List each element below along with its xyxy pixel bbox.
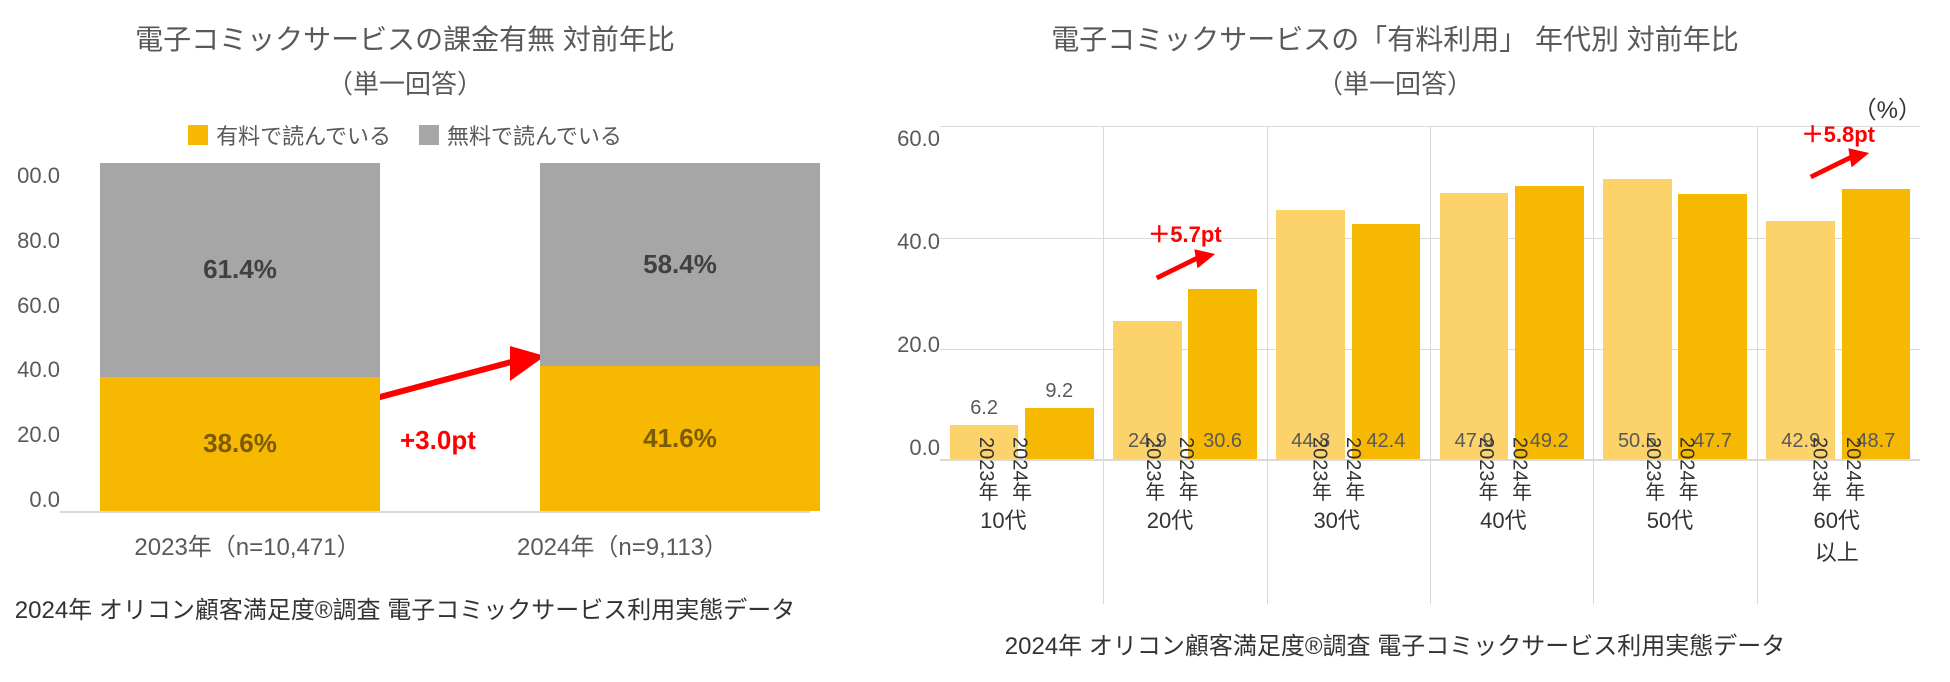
bar-group: 24.930.6＋5.7pt: [1103, 126, 1266, 461]
left-x-labels: 2023年（n=10,471） 2024年（n=9,113）: [60, 513, 810, 562]
free-segment: 61.4%: [100, 163, 380, 377]
x-label: 2024年（n=9,113）: [435, 513, 810, 562]
right-chart-panel: 電子コミックサービスの「有料利用」 年代別 対前年比 （単一回答） （%） 60…: [840, 0, 1950, 682]
right-y-axis: 60.0 40.0 20.0 0.0: [880, 126, 940, 461]
right-chart-subtitle: （単一回答）: [860, 64, 1930, 101]
bar-2023: 47.9: [1440, 193, 1509, 459]
x-age-cell: 60代以上: [1753, 497, 1920, 567]
bar-group: 47.949.2: [1430, 126, 1593, 461]
legend-paid: 有料で読んでいる: [188, 119, 391, 151]
ytick: 20.0: [10, 422, 60, 448]
right-chart-title: 電子コミックサービスの「有料利用」 年代別 対前年比: [860, 18, 1930, 58]
paid-segment: 38.6%: [100, 377, 380, 511]
bar-value: 9.2: [1025, 380, 1094, 403]
legend-paid-swatch: [188, 125, 208, 145]
ytick: 0.0: [10, 487, 60, 513]
left-chart-panel: 電子コミックサービスの課金有無 対前年比 （単一回答） 有料で読んでいる 無料で…: [0, 0, 840, 682]
bar-group: 44.842.4: [1267, 126, 1430, 461]
bar-group: 42.948.7＋5.8pt: [1757, 126, 1920, 461]
x-label: 2023年（n=10,471）: [60, 513, 435, 562]
left-y-axis: 00.0 80.0 60.0 40.0 20.0 0.0: [10, 163, 60, 513]
bar-2023: 42.9: [1766, 221, 1835, 459]
bar-group: 50.547.7: [1593, 126, 1756, 461]
paid-segment: 41.6%: [540, 366, 820, 511]
left-chart-subtitle: （単一回答）: [0, 64, 810, 101]
left-plot: 00.0 80.0 60.0 40.0 20.0 0.0 +3.0pt 61.4…: [10, 163, 810, 513]
ytick: 60.0: [880, 126, 940, 152]
x-age-cell: 10代: [920, 497, 1087, 567]
ytick: 40.0: [880, 229, 940, 255]
group-annotation: ＋5.7pt: [1120, 217, 1251, 249]
trend-arrow: [360, 331, 550, 421]
right-source: 2024年 オリコン顧客満足度®調査 電子コミックサービス利用実態データ: [860, 626, 1930, 661]
ytick: 80.0: [10, 228, 60, 254]
bar-2024: 47.7: [1678, 194, 1747, 459]
bar-value: 6.2: [950, 397, 1019, 420]
right-x-ages: 10代20代30代40代50代60代以上: [920, 497, 1920, 567]
legend-free-label: 無料で読んでいる: [447, 119, 622, 151]
ytick: 20.0: [880, 332, 940, 358]
ytick: 60.0: [10, 293, 60, 319]
bar-group: 6.2 9.2: [940, 126, 1103, 461]
x-age-cell: 20代: [1087, 497, 1254, 567]
bar-2024: 48.7: [1842, 189, 1911, 459]
x-age-cell: 50代: [1587, 497, 1754, 567]
left-source: 2024年 オリコン顧客満足度®調査 電子コミックサービス利用実態データ: [0, 590, 810, 625]
left-legend: 有料で読んでいる 無料で読んでいる: [0, 119, 810, 151]
trend-arrow-small: [1139, 246, 1230, 286]
legend-free: 無料で読んでいる: [419, 119, 622, 151]
right-plot: 60.0 40.0 20.0 0.0 6.29.224.930.6＋5.7pt4…: [880, 126, 1930, 461]
bar-2023: 50.5: [1603, 179, 1672, 459]
ytick: 40.0: [10, 357, 60, 383]
bar-2024: 49.2: [1515, 186, 1584, 459]
free-segment: 58.4%: [540, 163, 820, 366]
group-annotation: ＋5.8pt: [1773, 117, 1904, 149]
x-age-cell: 40代: [1420, 497, 1587, 567]
left-plot-area: +3.0pt 61.4%38.6%58.4%41.6%: [60, 163, 810, 513]
legend-free-swatch: [419, 125, 439, 145]
right-groups: 6.29.224.930.6＋5.7pt44.842.447.949.250.5…: [940, 126, 1920, 461]
legend-paid-label: 有料で読んでいる: [216, 119, 391, 151]
ytick: 00.0: [10, 163, 60, 189]
x-age-cell: 30代: [1253, 497, 1420, 567]
left-chart-title: 電子コミックサービスの課金有無 対前年比: [0, 18, 810, 58]
stacked-column: 61.4%38.6%: [100, 163, 380, 511]
bar-2024: 42.4: [1352, 224, 1421, 459]
trend-arrow-small: [1793, 145, 1884, 185]
bar-2023: 44.8: [1276, 210, 1345, 459]
left-annotation: +3.0pt: [400, 425, 476, 456]
stacked-column: 58.4%41.6%: [540, 163, 820, 511]
